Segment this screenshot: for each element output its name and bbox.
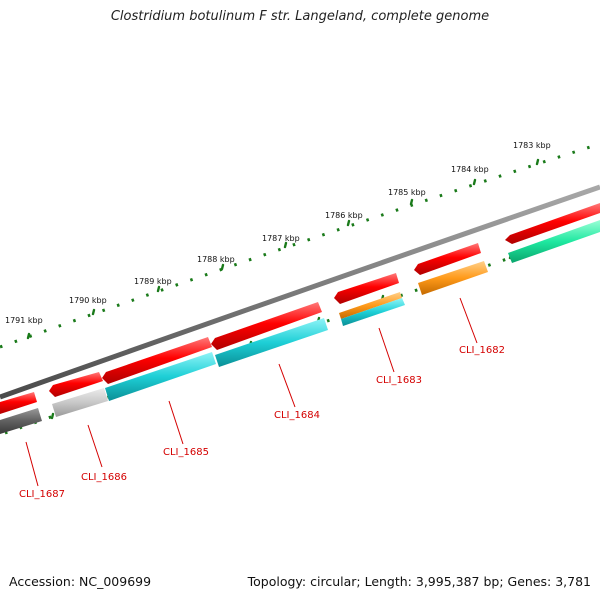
scale-tick-1787 [283,241,288,249]
scale-tick-1786 [346,219,351,227]
gene-block[interactable] [508,220,600,263]
gene-labels: CLI_1682 CLI_1683 CLI_1684 CLI_1685 CLI_… [19,345,505,500]
genome-backbone [0,184,600,400]
gene-arrow[interactable] [505,203,600,244]
gene-block[interactable] [105,352,216,401]
scale-tick-1791 [26,332,31,340]
scale-major-ticks [26,158,540,340]
scale-tick-1790 [91,308,96,316]
scale-tick-1789 [156,285,161,293]
gene-label-cli-1687: CLI_1687 [19,489,65,500]
gene-block[interactable] [52,388,108,417]
gene-leader-lines [25,297,478,487]
map-title: Clostridium botulinum F str. Langeland, … [110,9,490,24]
scale-label-1787: 1787 kbp [262,234,300,243]
gene-label-cli-1683: CLI_1683 [376,375,422,386]
gene-label-cli-1684: CLI_1684 [274,410,320,421]
gene-arrow[interactable] [414,243,481,275]
scale-label-1790: 1790 kbp [69,296,107,305]
scale-label-1786: 1786 kbp [325,211,363,220]
gene-label-cli-1685: CLI_1685 [163,447,209,458]
gene-block[interactable] [0,408,42,434]
gene-block[interactable] [339,292,402,319]
scale-label-1791: 1791 kbp [5,316,43,325]
gene-label-cli-1682: CLI_1682 [459,345,505,356]
scale-tick-1784 [472,178,477,186]
gene-label-cli-1686: CLI_1686 [81,472,127,483]
gene-arrow[interactable] [211,302,322,350]
scale-label-1783: 1783 kbp [513,141,551,150]
scale-tick-1788 [220,263,225,271]
scale-label-1785: 1785 kbp [388,188,426,197]
red-gene-track [0,203,600,414]
scale-label-1784: 1784 kbp [451,165,489,174]
scale-tick-1783 [535,158,540,166]
scale-label-1789: 1789 kbp [134,277,172,286]
gene-block[interactable] [418,261,488,295]
gene-block[interactable] [341,298,405,326]
gene-arrow[interactable] [102,337,212,384]
accession-text: Accession: NC_009699 [9,574,152,589]
genome-stats-text: Topology: circular; Length: 3,995,387 bp… [247,574,591,589]
gene-arrow[interactable] [334,273,399,304]
gene-arrow[interactable] [0,392,37,414]
scale-tick-1785 [409,198,414,206]
scale-label-1788: 1788 kbp [197,255,235,264]
gene-block[interactable] [215,318,328,367]
scale-labels: 1783 kbp 1784 kbp 1785 kbp 1786 kbp 1787… [5,141,551,325]
cog-gene-track [0,220,600,434]
gene-arrow[interactable] [49,372,103,397]
